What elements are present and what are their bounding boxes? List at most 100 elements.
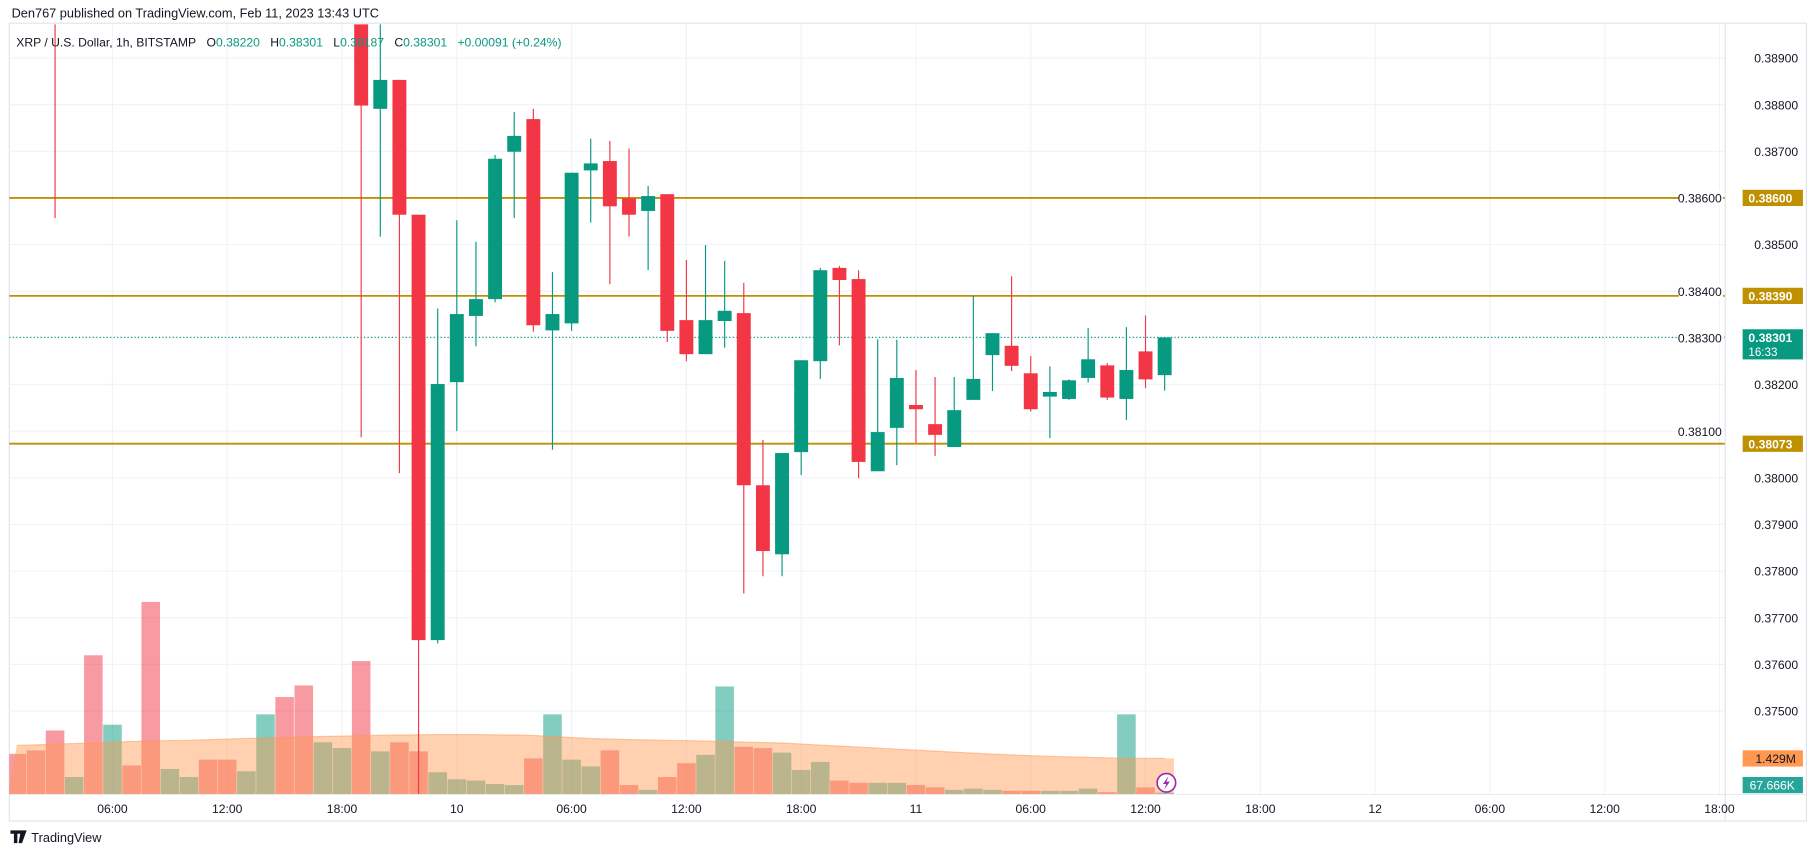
candle[interactable]: [851, 270, 866, 479]
candle-body: [755, 485, 770, 552]
candle[interactable]: [889, 339, 904, 466]
candle[interactable]: [947, 377, 962, 447]
candle[interactable]: [985, 333, 1000, 392]
level-price-label: 0.38600: [1748, 192, 1792, 206]
candle[interactable]: [1100, 363, 1115, 400]
price-tick-label: 0.37700: [1754, 611, 1798, 625]
volume-bar: [351, 661, 371, 795]
price-tick-label: 0.38000: [1754, 471, 1798, 485]
candle-body: [794, 360, 809, 453]
legend-change: +0.00091 (+0.24%): [457, 35, 561, 49]
volume-bar: [772, 752, 792, 795]
candle-body: [526, 119, 541, 326]
time-tick-label: 12:00: [212, 802, 243, 816]
candles[interactable]: [48, 0, 1172, 795]
price-tick-label: 0.38800: [1754, 98, 1798, 112]
price-tick-label: 0.37900: [1754, 518, 1798, 532]
candle[interactable]: [832, 266, 847, 346]
candle[interactable]: [545, 272, 560, 450]
candle[interactable]: [526, 108, 541, 332]
volume-bar: [1155, 792, 1174, 795]
volume-bar: [657, 777, 677, 795]
candle[interactable]: [564, 172, 579, 331]
volume-ma-label: 1.429M: [1755, 752, 1796, 766]
candle-body: [373, 79, 388, 109]
candle[interactable]: [775, 453, 789, 577]
candle-body: [909, 405, 923, 410]
candle-body: [832, 267, 847, 281]
price-axis[interactable]: 0.38900 0.38800 0.38700 0.38600 0.38500 0.384…: [1678, 52, 1803, 794]
price-tick-backdrop: [1678, 330, 1723, 346]
candle-body: [870, 432, 885, 472]
candle-body: [775, 453, 789, 555]
candle-body: [641, 196, 656, 211]
last-price-label: 0.38301: [1748, 331, 1792, 345]
time-tick-label: 12: [1368, 802, 1382, 816]
candle[interactable]: [622, 148, 636, 237]
level-price-label: 0.38073: [1748, 437, 1792, 451]
candle[interactable]: [449, 220, 464, 432]
candle[interactable]: [1004, 276, 1019, 371]
candle[interactable]: [813, 267, 828, 379]
candle[interactable]: [488, 155, 503, 303]
candle[interactable]: [909, 370, 923, 443]
level-price-tag: [1742, 435, 1803, 452]
volume-bar: [485, 784, 505, 795]
volume-bar: [524, 758, 543, 795]
last-price-tag: [1742, 329, 1803, 360]
candle[interactable]: [430, 308, 445, 644]
candle[interactable]: [1157, 337, 1172, 391]
volume-bar: [198, 759, 218, 795]
candle[interactable]: [736, 282, 751, 594]
candle-body: [430, 384, 445, 641]
candle[interactable]: [507, 112, 522, 218]
candle[interactable]: [1138, 315, 1153, 389]
candle[interactable]: [1062, 379, 1076, 400]
candle[interactable]: [966, 295, 981, 400]
tradingview-logo[interactable]: TradingView: [10, 830, 102, 845]
candle[interactable]: [755, 440, 770, 577]
candle[interactable]: [354, 0, 369, 438]
candle-body: [889, 377, 904, 428]
candle[interactable]: [660, 194, 675, 343]
time-tick-label: 12:00: [1130, 802, 1161, 816]
level-price-tag: [1742, 287, 1803, 304]
candle[interactable]: [794, 360, 809, 475]
volume-bar: [1117, 714, 1136, 795]
volume-bar: [562, 759, 581, 795]
volume-bar: [466, 780, 486, 795]
candle[interactable]: [392, 79, 407, 474]
price-tick-label: 0.37800: [1754, 565, 1798, 579]
volume-bar: [179, 777, 199, 795]
candle[interactable]: [1023, 356, 1038, 412]
candle[interactable]: [641, 185, 656, 271]
time-axis[interactable]: 06:00 12:00 18:00 10 06:00 12:00 18:00 11 06:00 1…: [97, 802, 1735, 816]
candle[interactable]: [1042, 366, 1057, 439]
candle-body: [1119, 370, 1134, 399]
candle[interactable]: [602, 141, 617, 285]
level-price-label: 0.38390: [1748, 290, 1792, 304]
candle-body: [717, 310, 732, 322]
candle[interactable]: [1119, 327, 1134, 420]
candle[interactable]: [698, 245, 713, 355]
candle-body: [564, 172, 579, 324]
volume-ma-tag: [1742, 750, 1803, 767]
volume-bar: [753, 748, 773, 795]
candle[interactable]: [928, 377, 943, 456]
candle[interactable]: [411, 214, 426, 795]
candle[interactable]: [679, 259, 694, 362]
candle-body: [411, 214, 426, 641]
candle[interactable]: [870, 339, 885, 472]
candle[interactable]: [373, 21, 388, 237]
candle[interactable]: [1081, 328, 1096, 383]
candle[interactable]: [468, 241, 483, 347]
lightning-icon[interactable]: [1156, 772, 1177, 793]
candle[interactable]: [717, 260, 732, 348]
legend-low: 0.38187: [340, 35, 384, 49]
volume-bar: [543, 714, 562, 795]
candle-body: [449, 314, 464, 383]
candle[interactable]: [48, 0, 62, 218]
candle[interactable]: [583, 138, 598, 223]
volume-bar: [26, 750, 46, 795]
